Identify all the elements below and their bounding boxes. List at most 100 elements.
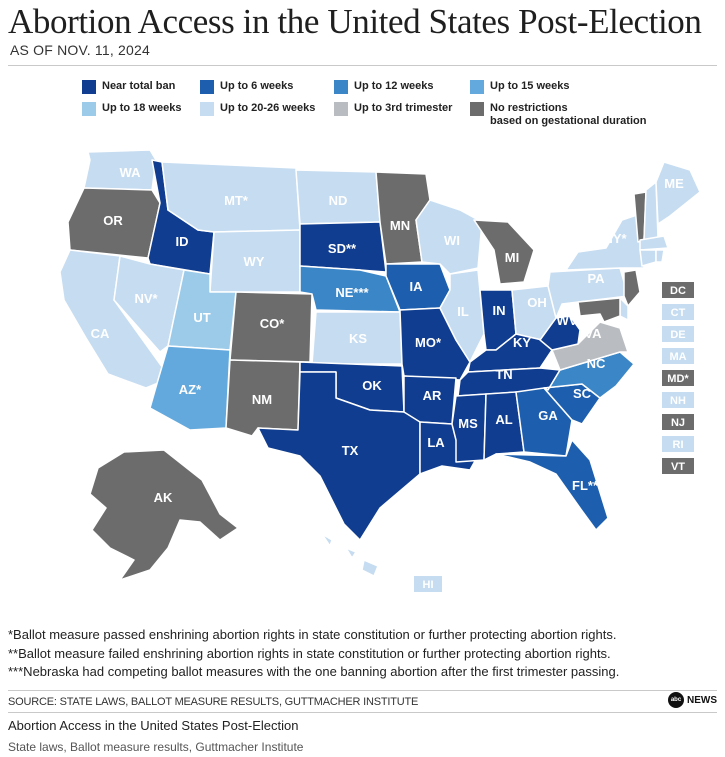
state-az [149, 345, 231, 431]
state-ny [565, 213, 645, 271]
legend-item-20-26-weeks: Up to 20-26 weeks [200, 102, 315, 116]
small-state-box-ri [662, 436, 694, 452]
state-label-ms: MS [458, 416, 478, 431]
legend-swatch [334, 80, 348, 94]
abc-news-logo: abc NEWS [668, 692, 717, 708]
state-label-pa: PA [587, 271, 605, 286]
legend-item-12-weeks: Up to 12 weeks [334, 80, 433, 94]
state-label-va: VA [584, 326, 602, 341]
footnote-2: **Ballot measure failed enshrining abort… [8, 645, 611, 661]
state-label-sc: SC [573, 386, 592, 401]
small-state-box-vt [662, 458, 694, 474]
small-state-label-de: DE [670, 329, 685, 341]
state-label-ut: UT [193, 310, 210, 325]
footnote-1: *Ballot measure passed enshrining aborti… [8, 627, 617, 642]
state-me [655, 161, 701, 225]
legend-swatch [334, 102, 348, 116]
source-line: SOURCE: STATE LAWS, BALLOT MEASURE RESUL… [8, 696, 419, 708]
small-state-box-nj [662, 414, 694, 430]
legend-item-3rd-trimester: Up to 3rd trimester [334, 102, 452, 116]
legend-swatch [82, 102, 96, 116]
state-ak [89, 449, 239, 581]
state-label-ks: KS [349, 331, 367, 346]
state-label-mo: MO* [415, 335, 442, 350]
state-tx [257, 371, 421, 541]
image-caption: Abortion Access in the United States Pos… [8, 718, 299, 733]
state-label-id: ID [176, 234, 189, 249]
footnotes: *Ballot measure passed enshrining aborti… [8, 626, 619, 682]
state-label-wv: WV [557, 313, 578, 328]
state-label-ia: IA [410, 279, 424, 294]
legend-item-6-weeks: Up to 6 weeks [200, 80, 293, 94]
state-ne [299, 265, 401, 313]
legend-swatch [200, 102, 214, 116]
small-state-label-nh: NH [670, 395, 686, 407]
state-ma [639, 235, 669, 251]
caption-divider [8, 712, 717, 713]
state-label-tx: TX [342, 443, 359, 458]
state-label-fl: FL** [572, 478, 599, 493]
state-label-hi: HI [423, 579, 434, 591]
state-label-nc: NC [587, 356, 606, 371]
small-state-label-ma: MA [669, 351, 686, 363]
state-label-oh: OH [527, 295, 547, 310]
small-state-box-de [662, 326, 694, 342]
small-state-box-ct [662, 304, 694, 320]
state-label-wa: WA [120, 165, 142, 180]
state-label-mn: MN [390, 218, 410, 233]
small-state-label-ri: RI [673, 439, 684, 451]
small-state-label-md: MD* [667, 373, 689, 385]
state-label-sd: SD** [328, 241, 357, 256]
state-label-me: ME [664, 176, 684, 191]
image-credit: State laws, Ballot measure results, Gutt… [8, 740, 304, 754]
state-label-ga: GA [538, 408, 558, 423]
state-hi [321, 533, 379, 577]
footnote-3: ***Nebraska had competing ballot measure… [8, 664, 620, 679]
legend-swatch [200, 80, 214, 94]
state-label-la: LA [427, 435, 445, 450]
small-state-box-ma [662, 348, 694, 364]
state-label-ak: AK [154, 490, 173, 505]
page-subtitle: AS OF NOV. 11, 2024 [10, 42, 150, 58]
state-label-al: AL [495, 412, 512, 427]
state-label-ar: AR [423, 388, 442, 403]
small-state-label-vt: VT [671, 461, 685, 473]
header-divider [8, 65, 717, 66]
state-label-ca: CA [91, 326, 110, 341]
state-label-nd: ND [329, 193, 348, 208]
state-il [439, 269, 485, 363]
state-al [483, 391, 525, 461]
state-label-nv: NV* [134, 291, 158, 306]
legend-swatch [470, 80, 484, 94]
small-state-label-dc: DC [670, 285, 686, 297]
state-label-or: OR [103, 213, 123, 228]
state-label-wi: WI [444, 233, 460, 248]
state-label-tn: TN [495, 367, 512, 382]
hi-label-box [414, 576, 442, 592]
state-label-az: AZ* [179, 382, 202, 397]
state-label-in: IN [493, 303, 506, 318]
state-ct [639, 249, 657, 267]
us-map: WA OR CA ID NV* MT* WY UT AZ* CO* NM ND SD** NE*** KS O… [59, 149, 701, 592]
small-state-label-ct: CT [671, 307, 686, 319]
state-label-ky: KY [513, 335, 531, 350]
legend-item-no-restrictions: No restrictions based on gestational dur… [470, 102, 646, 128]
state-label-ny: NY* [603, 231, 627, 246]
state-fl [495, 439, 609, 531]
state-label-ne: NE*** [335, 285, 369, 300]
state-sd [299, 221, 387, 273]
state-label-mt: MT* [224, 193, 249, 208]
legend-item-ban: Near total ban [82, 80, 175, 94]
state-label-wy: WY [244, 254, 265, 269]
state-nj [623, 269, 641, 307]
state-label-mi: MI [505, 250, 519, 265]
state-label-co: CO* [260, 316, 286, 331]
state-label-nm: NM [252, 392, 272, 407]
small-state-label-nj: NJ [671, 417, 685, 429]
small-state-box-dc [662, 282, 694, 298]
state-ri [655, 249, 665, 263]
footer-divider [8, 690, 717, 691]
state-label-il: IL [457, 304, 469, 319]
legend-item-18-weeks: Up to 18 weeks [82, 102, 181, 116]
legend-swatch [82, 80, 96, 94]
